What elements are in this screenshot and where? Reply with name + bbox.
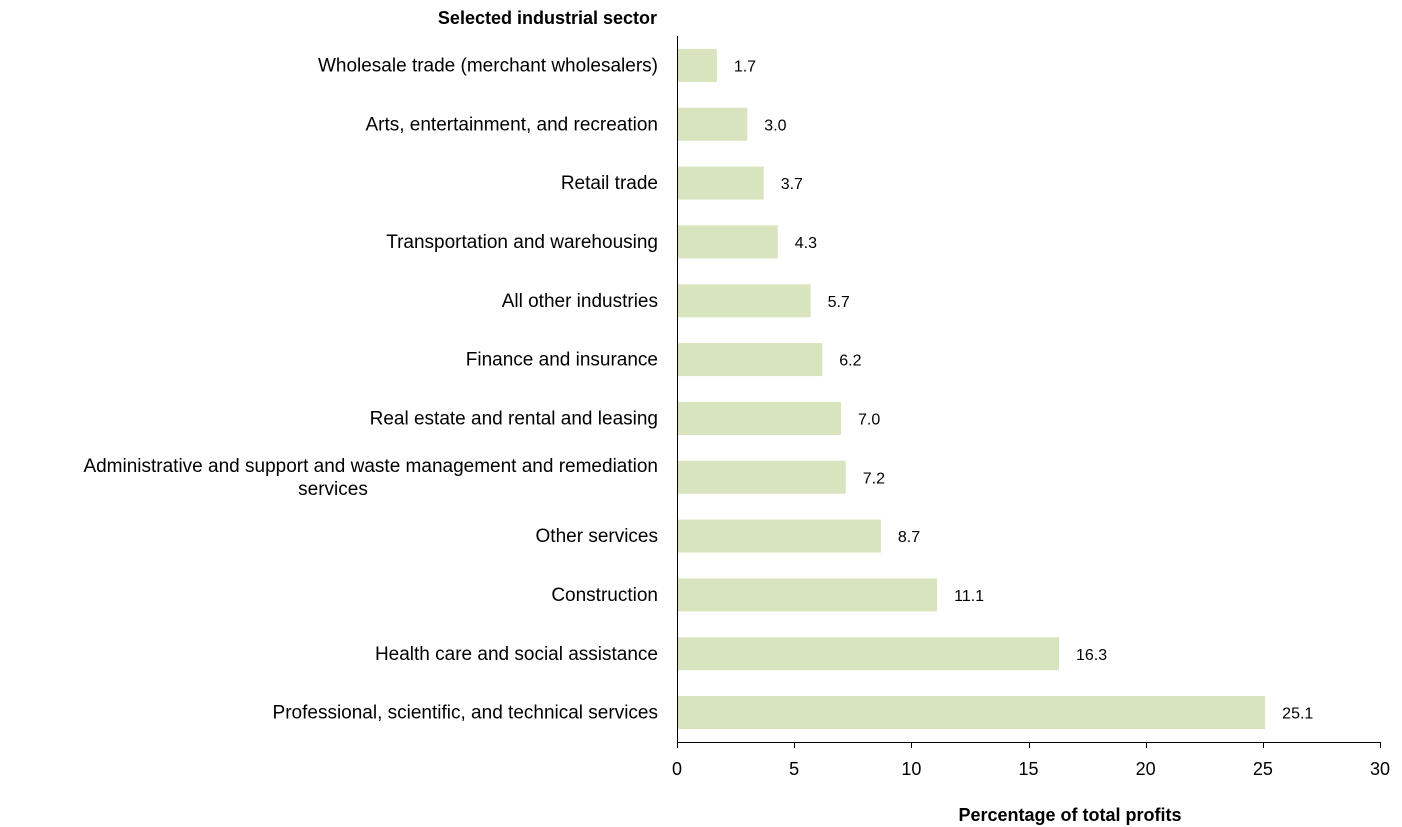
category-label: Administrative and support and waste man… [83, 456, 658, 477]
data-label: 3.0 [764, 117, 786, 134]
data-label: 8.7 [898, 529, 920, 546]
bar [677, 460, 846, 494]
category-label: Arts, entertainment, and recreation [365, 114, 658, 135]
bar [677, 519, 881, 553]
category-label: Real estate and rental and leasing [370, 408, 658, 429]
category-label: Retail trade [561, 173, 658, 194]
x-axis-title: Percentage of total profits [958, 805, 1181, 825]
bar [677, 637, 1059, 671]
data-label: 5.7 [828, 294, 850, 311]
bar [677, 401, 842, 435]
data-label: 25.1 [1282, 706, 1313, 723]
x-axis-ticks: 0 5 10 15 20 25 30 [672, 742, 1390, 779]
category-label: Finance and insurance [466, 350, 658, 371]
category-label: Construction [551, 585, 658, 606]
data-label: 7.0 [858, 411, 880, 428]
category-label: Professional, scientific, and technical … [273, 703, 658, 724]
category-label: services [298, 479, 368, 500]
data-label: 3.7 [781, 176, 803, 193]
x-tick-label: 10 [901, 759, 921, 779]
data-label: 7.2 [863, 470, 885, 487]
data-label: 4.3 [795, 235, 817, 252]
data-labels: 1.7 3.0 3.7 4.3 5.7 6.2 7.0 7.2 8.7 11.1 16.3 25.1 [734, 58, 1314, 722]
data-label: 16.3 [1076, 647, 1107, 664]
y-axis-title: Selected industrial sector [438, 8, 657, 28]
data-label: 1.7 [734, 58, 756, 75]
data-label: 6.2 [839, 353, 861, 370]
category-label: Wholesale trade (merchant wholesalers) [318, 55, 658, 76]
category-label: Health care and social assistance [375, 644, 658, 665]
bar [677, 343, 823, 377]
bar [677, 578, 938, 612]
category-labels: Wholesale trade (merchant wholesalers) Ar… [83, 55, 658, 723]
bar [677, 107, 748, 141]
x-tick-label: 20 [1136, 759, 1156, 779]
bars-group [677, 48, 1266, 730]
x-tick-label: 15 [1018, 759, 1038, 779]
category-label: Other services [536, 526, 658, 547]
x-tick-label: 25 [1253, 759, 1273, 779]
category-label: All other industries [502, 291, 658, 312]
bar [677, 166, 764, 200]
x-tick-label: 30 [1370, 759, 1390, 779]
bar [677, 48, 717, 82]
x-tick-label: 5 [789, 759, 799, 779]
bar [677, 284, 811, 318]
x-tick-label: 0 [672, 759, 682, 779]
bar [677, 696, 1266, 730]
bar [677, 225, 778, 259]
data-label: 11.1 [954, 588, 984, 605]
category-label: Transportation and warehousing [386, 232, 658, 253]
